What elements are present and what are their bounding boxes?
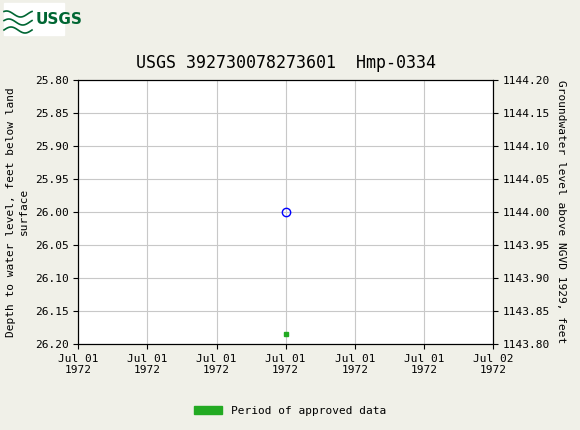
Title: USGS 392730078273601  Hmp-0334: USGS 392730078273601 Hmp-0334 xyxy=(136,55,436,72)
Y-axis label: Depth to water level, feet below land
surface: Depth to water level, feet below land su… xyxy=(6,87,29,337)
Y-axis label: Groundwater level above NGVD 1929, feet: Groundwater level above NGVD 1929, feet xyxy=(556,80,566,344)
Legend: Period of approved data: Period of approved data xyxy=(190,401,390,420)
FancyBboxPatch shape xyxy=(4,3,64,35)
Text: USGS: USGS xyxy=(36,12,83,27)
